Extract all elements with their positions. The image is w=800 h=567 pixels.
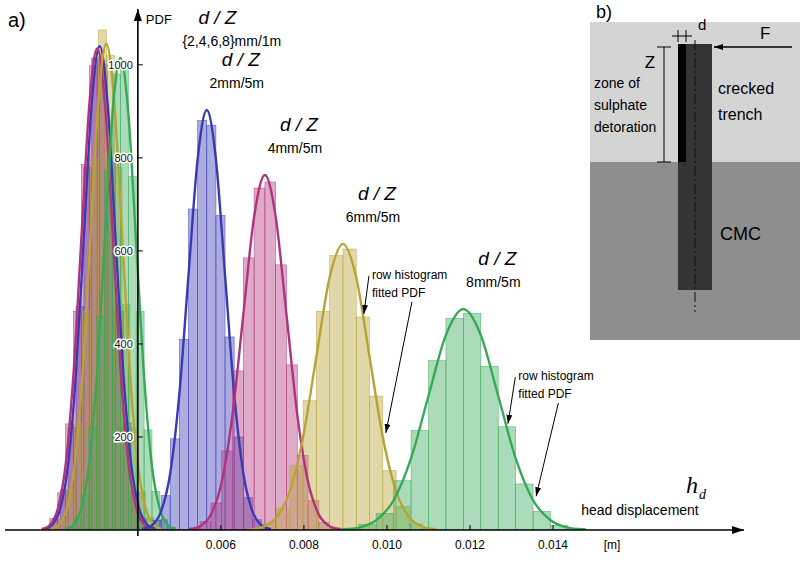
fitted-pdf: [143, 110, 271, 529]
ratio-label: d / Z: [280, 114, 319, 135]
x-tick-label: 0.014: [538, 538, 568, 552]
y-tick: [138, 250, 143, 251]
trench-label: trench: [718, 106, 762, 123]
dimension-line: [672, 36, 692, 37]
x-axis-symbol: h: [686, 472, 698, 498]
histogram: [189, 182, 340, 530]
histogram-bar: [222, 451, 233, 530]
x-axis: [5, 529, 744, 531]
x-axis-symbol-subscript: d: [699, 487, 707, 502]
x-axis-unit: [m]: [604, 538, 621, 552]
x-tick-label: 0.008: [289, 538, 319, 552]
ratio-label: d / Z: [478, 248, 517, 269]
y-tick-label: 200: [114, 431, 132, 443]
x-tick-label: 0.012: [455, 538, 485, 552]
pile-diagram: d F Zzone of sulphate detoration crecked trenc…: [590, 2, 800, 340]
histogram-bar: [265, 182, 276, 530]
y-axis-label: PDF: [146, 12, 172, 27]
y-tick-label: 800: [114, 152, 132, 164]
histogram-bar: [81, 494, 89, 530]
panel-label: a): [8, 9, 26, 31]
zone-label: sulphate: [594, 97, 647, 113]
histogram-bar: [207, 125, 216, 530]
y-tick-label: 600: [114, 245, 132, 257]
callout-arrow: [386, 302, 412, 433]
z-label: Z: [645, 53, 655, 72]
callout-text: fitted PDF: [372, 286, 425, 300]
x-tick: [220, 525, 221, 530]
x-tick: [303, 525, 304, 530]
histogram-bar: [343, 249, 356, 530]
histogram-bar: [446, 318, 463, 530]
histogram-bar: [376, 513, 393, 530]
trench-label: crecked: [718, 80, 774, 97]
histogram-bar: [463, 313, 480, 530]
center-line: [695, 40, 696, 312]
y-tick: [138, 436, 143, 437]
y-tick-label: 400: [114, 338, 132, 350]
dimension-tick: [657, 162, 671, 163]
histogram-bar: [290, 466, 303, 530]
x-axis-label: head displacement: [581, 502, 699, 518]
dimension-tick: [657, 47, 671, 48]
callout-text: row histogram: [372, 268, 447, 282]
histogram-bar: [170, 439, 179, 530]
histogram-bar: [370, 396, 383, 530]
x-tick: [469, 525, 470, 530]
callout-text: row histogram: [518, 369, 593, 383]
histogram: [65, 69, 175, 530]
histogram-bar: [254, 188, 265, 530]
fitted-pdf: [65, 58, 175, 529]
panel-label: b): [596, 2, 612, 22]
series-label: 6mm/5m: [346, 209, 400, 225]
figure: 0.006 0.008 0.010 0.012 0.014 200 400 600 800 100…: [0, 0, 800, 567]
y-tick: [138, 64, 143, 65]
group-label: {2,4,6,8}mm/1m: [182, 33, 281, 49]
zone-label: zone of: [594, 75, 640, 91]
y-tick-label: 1000: [108, 59, 132, 71]
d-label: d: [698, 16, 706, 33]
y-tick: [138, 157, 143, 158]
series-label: 8mm/5m: [466, 274, 520, 290]
fitted-pdf: [51, 44, 161, 529]
histogram-bar: [498, 427, 515, 530]
histogram-bar: [211, 503, 222, 530]
cracked-trench: [678, 44, 686, 162]
histogram: [341, 313, 585, 530]
histogram-bar: [411, 430, 428, 530]
ratio-label: d / Z: [198, 7, 237, 28]
cmc-label: CMC: [720, 224, 761, 244]
force-label: F: [760, 24, 770, 43]
y-axis: [137, 9, 139, 536]
ratio-label: d / Z: [222, 49, 261, 70]
fitted-curves: [42, 44, 585, 530]
histogram-bar: [533, 511, 550, 530]
y-tick: [138, 343, 143, 344]
histogram-bar: [516, 484, 533, 530]
histogram-bar: [198, 121, 207, 530]
callout-arrow: [364, 276, 369, 314]
histograms: [42, 30, 585, 530]
x-tick: [553, 525, 554, 530]
ratio-label: d / Z: [358, 183, 397, 204]
x-tick-label: 0.006: [206, 538, 236, 552]
callout-text: fitted PDF: [518, 387, 571, 401]
histogram-bar: [277, 508, 290, 530]
histogram: [143, 121, 271, 530]
series-label: 2mm/5m: [210, 75, 264, 91]
dimension-line: [664, 47, 665, 162]
callout-arrow: [536, 403, 558, 496]
x-tick-label: 0.010: [372, 538, 402, 552]
callout-arrow: [508, 377, 515, 424]
force-arrow: [714, 46, 792, 47]
histogram: [250, 249, 436, 530]
series-label: 4mm/5m: [268, 140, 322, 156]
histogram-bar: [89, 427, 97, 530]
zone-label: detoration: [594, 119, 656, 135]
fitted-pdf: [250, 244, 436, 530]
x-tick: [386, 525, 387, 530]
histogram-bar: [330, 256, 343, 530]
fitted-pdf: [341, 309, 585, 529]
